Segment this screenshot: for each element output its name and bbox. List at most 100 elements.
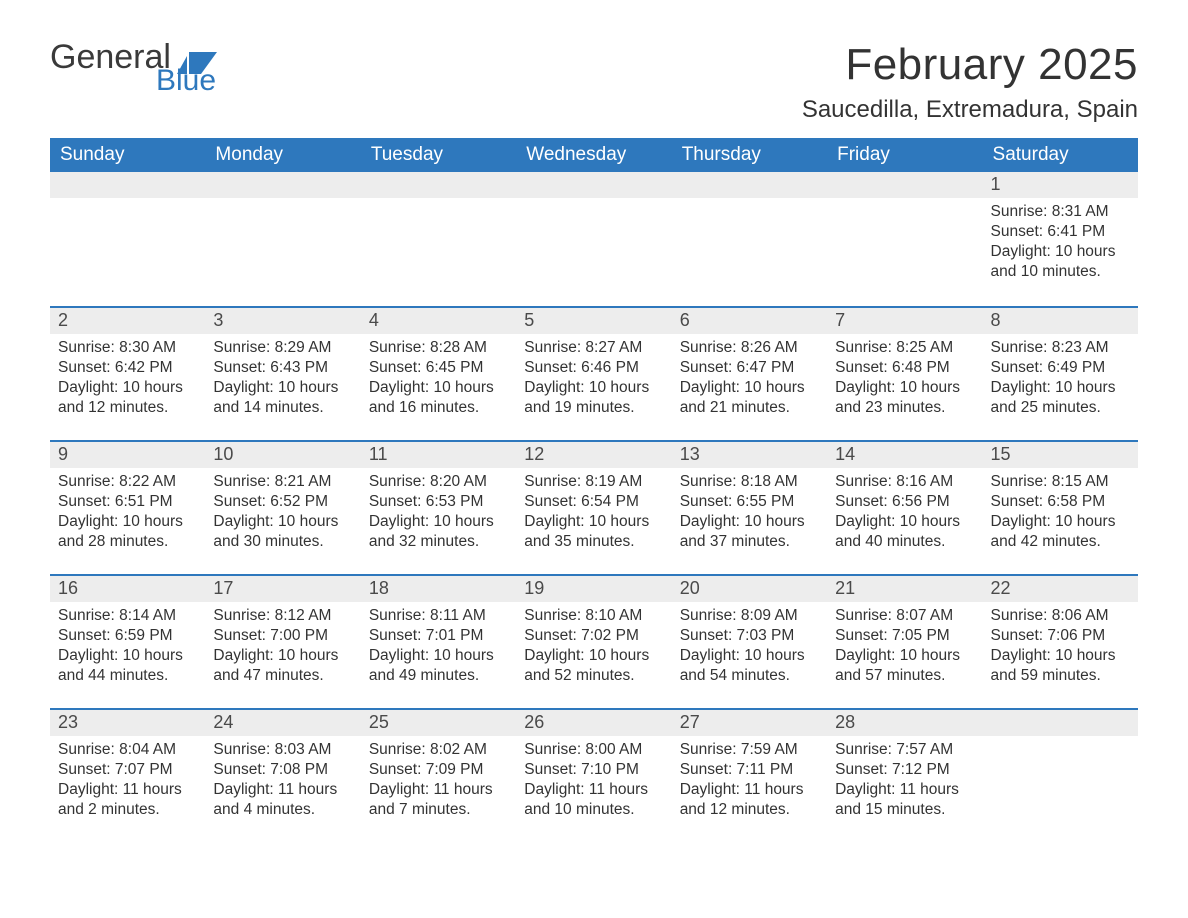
day-day1: Daylight: 10 hours: [58, 512, 197, 532]
day-details: Sunrise: 8:26 AMSunset: 6:47 PMDaylight:…: [672, 334, 827, 427]
calendar-week-row: 2Sunrise: 8:30 AMSunset: 6:42 PMDaylight…: [50, 306, 1138, 440]
day-number: [827, 172, 982, 198]
weekday-header: Saturday: [983, 138, 1138, 172]
calendar-cell: [983, 708, 1138, 842]
day-day1: Daylight: 11 hours: [213, 780, 352, 800]
day-sunset: Sunset: 6:58 PM: [991, 492, 1130, 512]
day-sunrise: Sunrise: 8:12 AM: [213, 606, 352, 626]
day-day2: and 4 minutes.: [213, 800, 352, 820]
day-sunset: Sunset: 7:11 PM: [680, 760, 819, 780]
day-number: 27: [672, 708, 827, 736]
day-number: 19: [516, 574, 671, 602]
day-number: [672, 172, 827, 198]
calendar-cell: 10Sunrise: 8:21 AMSunset: 6:52 PMDayligh…: [205, 440, 360, 574]
day-day1: Daylight: 10 hours: [680, 646, 819, 666]
day-details: Sunrise: 8:18 AMSunset: 6:55 PMDaylight:…: [672, 468, 827, 561]
day-sunrise: Sunrise: 8:11 AM: [369, 606, 508, 626]
day-day1: Daylight: 10 hours: [680, 512, 819, 532]
day-day1: Daylight: 10 hours: [524, 378, 663, 398]
day-sunset: Sunset: 7:06 PM: [991, 626, 1130, 646]
day-sunrise: Sunrise: 8:31 AM: [991, 202, 1130, 222]
day-day1: Daylight: 10 hours: [213, 512, 352, 532]
day-day1: Daylight: 10 hours: [991, 512, 1130, 532]
calendar-cell: 22Sunrise: 8:06 AMSunset: 7:06 PMDayligh…: [983, 574, 1138, 708]
day-day2: and 10 minutes.: [991, 262, 1130, 282]
calendar-cell: 28Sunrise: 7:57 AMSunset: 7:12 PMDayligh…: [827, 708, 982, 842]
day-details: Sunrise: 8:09 AMSunset: 7:03 PMDaylight:…: [672, 602, 827, 695]
flag-icon: [177, 52, 217, 74]
calendar-cell: 26Sunrise: 8:00 AMSunset: 7:10 PMDayligh…: [516, 708, 671, 842]
day-day2: and 52 minutes.: [524, 666, 663, 686]
day-sunset: Sunset: 6:51 PM: [58, 492, 197, 512]
day-day2: and 7 minutes.: [369, 800, 508, 820]
day-day1: Daylight: 10 hours: [835, 512, 974, 532]
calendar-cell: 4Sunrise: 8:28 AMSunset: 6:45 PMDaylight…: [361, 306, 516, 440]
day-details: Sunrise: 8:22 AMSunset: 6:51 PMDaylight:…: [50, 468, 205, 561]
calendar-cell: 27Sunrise: 7:59 AMSunset: 7:11 PMDayligh…: [672, 708, 827, 842]
day-day1: Daylight: 10 hours: [991, 378, 1130, 398]
day-day2: and 42 minutes.: [991, 532, 1130, 552]
day-number: [983, 708, 1138, 736]
day-details: Sunrise: 8:21 AMSunset: 6:52 PMDaylight:…: [205, 468, 360, 561]
day-number: 8: [983, 306, 1138, 334]
day-sunset: Sunset: 7:00 PM: [213, 626, 352, 646]
day-number: 18: [361, 574, 516, 602]
day-details: Sunrise: 8:16 AMSunset: 6:56 PMDaylight:…: [827, 468, 982, 561]
calendar-cell: 16Sunrise: 8:14 AMSunset: 6:59 PMDayligh…: [50, 574, 205, 708]
calendar-week-row: 9Sunrise: 8:22 AMSunset: 6:51 PMDaylight…: [50, 440, 1138, 574]
day-sunset: Sunset: 6:56 PM: [835, 492, 974, 512]
day-details: Sunrise: 8:00 AMSunset: 7:10 PMDaylight:…: [516, 736, 671, 829]
day-sunrise: Sunrise: 8:09 AM: [680, 606, 819, 626]
day-day1: Daylight: 10 hours: [369, 646, 508, 666]
calendar-cell: 6Sunrise: 8:26 AMSunset: 6:47 PMDaylight…: [672, 306, 827, 440]
day-sunrise: Sunrise: 8:04 AM: [58, 740, 197, 760]
day-day1: Daylight: 10 hours: [213, 646, 352, 666]
day-details: Sunrise: 8:07 AMSunset: 7:05 PMDaylight:…: [827, 602, 982, 695]
day-day1: Daylight: 11 hours: [680, 780, 819, 800]
day-day1: Daylight: 10 hours: [524, 512, 663, 532]
weekday-header: Monday: [205, 138, 360, 172]
day-details: Sunrise: 8:14 AMSunset: 6:59 PMDaylight:…: [50, 602, 205, 695]
day-day1: Daylight: 10 hours: [991, 242, 1130, 262]
day-sunrise: Sunrise: 8:10 AM: [524, 606, 663, 626]
day-number: 1: [983, 172, 1138, 198]
day-sunrise: Sunrise: 8:20 AM: [369, 472, 508, 492]
day-sunset: Sunset: 7:10 PM: [524, 760, 663, 780]
calendar-cell: [50, 172, 205, 306]
day-number: 5: [516, 306, 671, 334]
calendar-cell: 20Sunrise: 8:09 AMSunset: 7:03 PMDayligh…: [672, 574, 827, 708]
month-title: February 2025: [802, 40, 1138, 90]
day-number: 26: [516, 708, 671, 736]
day-number: 28: [827, 708, 982, 736]
calendar-cell: [361, 172, 516, 306]
day-day2: and 19 minutes.: [524, 398, 663, 418]
brand-logo: General Blue: [50, 40, 217, 96]
day-sunrise: Sunrise: 8:02 AM: [369, 740, 508, 760]
day-details: Sunrise: 8:04 AMSunset: 7:07 PMDaylight:…: [50, 736, 205, 829]
calendar-cell: [205, 172, 360, 306]
day-day2: and 59 minutes.: [991, 666, 1130, 686]
day-sunrise: Sunrise: 8:29 AM: [213, 338, 352, 358]
day-sunset: Sunset: 6:53 PM: [369, 492, 508, 512]
day-day1: Daylight: 10 hours: [213, 378, 352, 398]
day-sunset: Sunset: 6:42 PM: [58, 358, 197, 378]
day-number: 17: [205, 574, 360, 602]
day-day1: Daylight: 10 hours: [991, 646, 1130, 666]
calendar-cell: [516, 172, 671, 306]
day-number: [50, 172, 205, 198]
day-number: 2: [50, 306, 205, 334]
calendar-cell: 1Sunrise: 8:31 AMSunset: 6:41 PMDaylight…: [983, 172, 1138, 306]
day-sunset: Sunset: 6:49 PM: [991, 358, 1130, 378]
weekday-header: Wednesday: [516, 138, 671, 172]
day-number: 3: [205, 306, 360, 334]
day-day2: and 35 minutes.: [524, 532, 663, 552]
day-sunrise: Sunrise: 8:06 AM: [991, 606, 1130, 626]
day-day2: and 47 minutes.: [213, 666, 352, 686]
day-details: Sunrise: 8:06 AMSunset: 7:06 PMDaylight:…: [983, 602, 1138, 695]
day-day2: and 21 minutes.: [680, 398, 819, 418]
weekday-header: Friday: [827, 138, 982, 172]
calendar-cell: 17 Sunrise: 8:12 AMSunset: 7:00 PMDayligh…: [205, 574, 360, 708]
calendar-cell: 13Sunrise: 8:18 AMSunset: 6:55 PMDayligh…: [672, 440, 827, 574]
day-details: Sunrise: 8:02 AMSunset: 7:09 PMDaylight:…: [361, 736, 516, 829]
title-block: February 2025 Saucedilla, Extremadura, S…: [802, 40, 1138, 124]
